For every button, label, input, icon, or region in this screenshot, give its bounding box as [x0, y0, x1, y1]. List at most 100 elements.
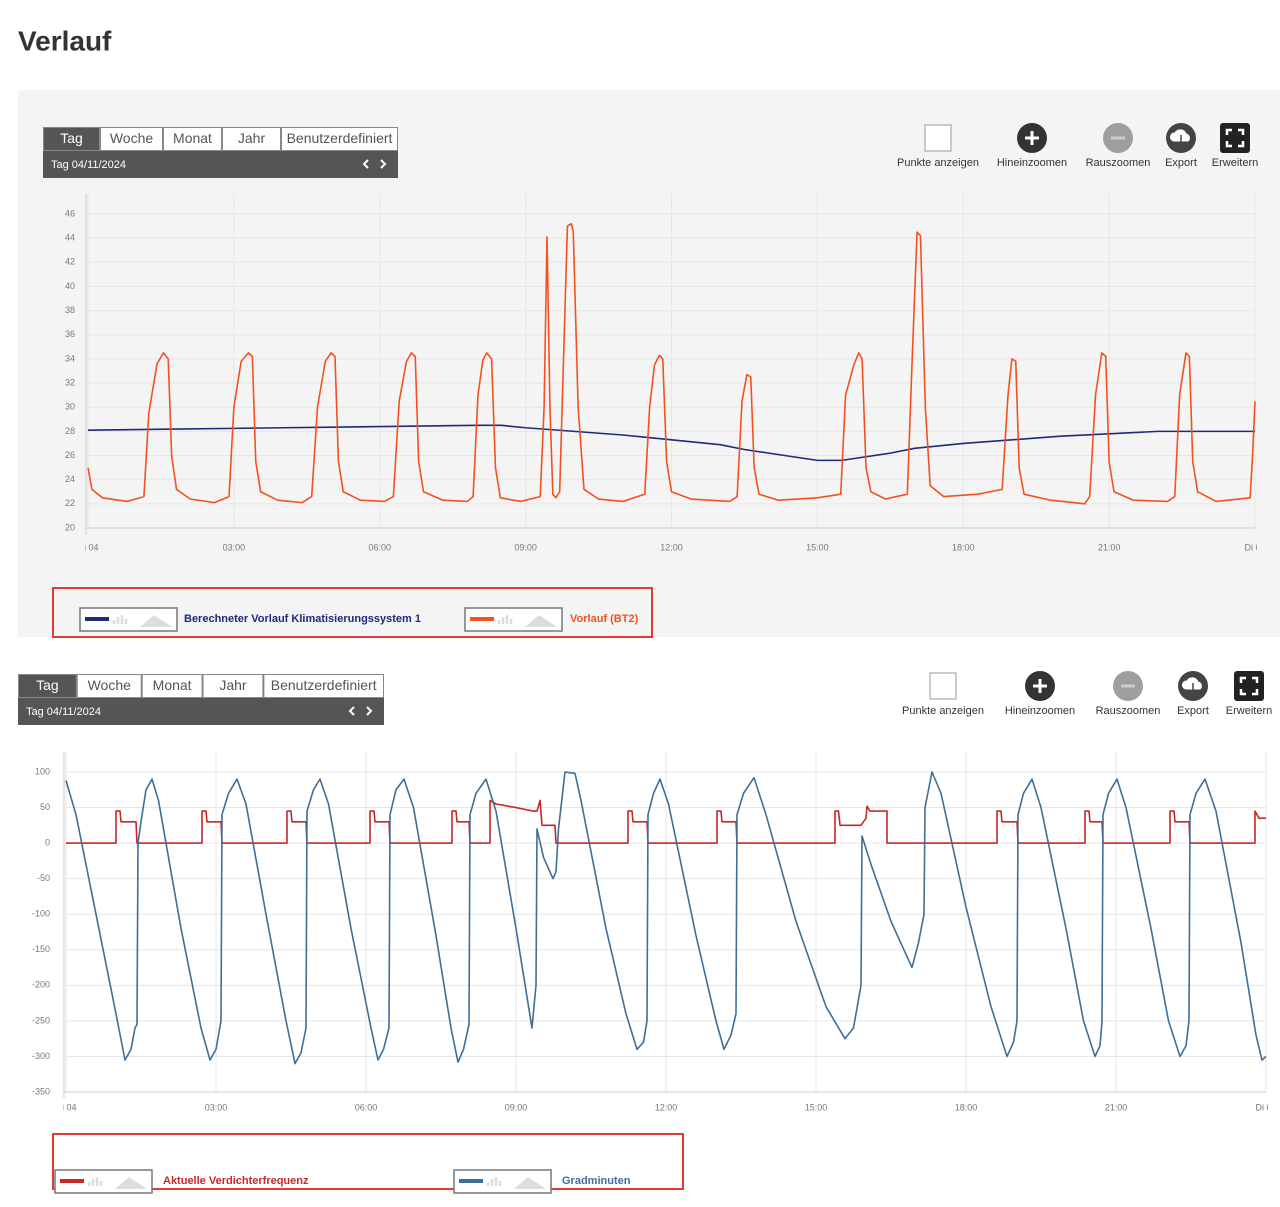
- tab-label[interactable]: Tag: [36, 677, 59, 693]
- highlight-box: [52, 587, 653, 638]
- x-tick-label: 09:00: [514, 542, 537, 552]
- legend-label[interactable]: Vorlauf (BT2): [570, 613, 639, 625]
- cloud: [1182, 677, 1202, 690]
- checkbox[interactable]: [929, 672, 957, 700]
- checkbox[interactable]: [924, 124, 952, 152]
- tab-label[interactable]: Woche: [88, 677, 132, 693]
- tab[interactable]: [263, 674, 384, 698]
- button-label[interactable]: Hineinzoomen: [1005, 705, 1075, 717]
- tab[interactable]: [43, 127, 100, 151]
- legend-area: [525, 615, 557, 627]
- y-tick-label: 28: [65, 426, 75, 436]
- expand-icon[interactable]: [1220, 123, 1250, 153]
- tab[interactable]: [222, 127, 281, 151]
- tab[interactable]: [76, 674, 142, 698]
- highlight-box: [52, 1133, 684, 1190]
- y-tick-label: 36: [65, 329, 75, 339]
- tab[interactable]: [281, 127, 398, 151]
- button-label[interactable]: Hineinzoomen: [997, 157, 1067, 169]
- period-label: Tag 04/11/2024: [51, 159, 126, 171]
- y-tick-label: 50: [40, 802, 50, 812]
- legend-area: [115, 1177, 147, 1189]
- panel-background: [18, 90, 1280, 637]
- y-tick-label: 42: [65, 257, 75, 267]
- series-line: [87, 222, 1256, 505]
- legend-label[interactable]: Gradminuten: [562, 1175, 631, 1187]
- arrow: [1189, 683, 1197, 696]
- button-label[interactable]: Rauszoomen: [1086, 157, 1151, 169]
- y-tick-label: -50: [37, 873, 50, 883]
- tab-label[interactable]: Monat: [153, 677, 192, 693]
- y-tick-label: 34: [65, 353, 75, 363]
- y-tick-label: 32: [65, 377, 75, 387]
- tab[interactable]: [18, 674, 77, 698]
- next-button[interactable]: [366, 706, 373, 716]
- tab-label[interactable]: Benutzerdefiniert: [271, 677, 377, 693]
- legend-bars: [112, 615, 128, 624]
- button-label[interactable]: Rauszoomen: [1096, 705, 1161, 717]
- period-label: Tag 04/11/2024: [26, 706, 101, 718]
- y-tick-label: 40: [65, 281, 75, 291]
- prev-button[interactable]: [348, 706, 355, 716]
- y-tick-label: -200: [32, 980, 50, 990]
- tab-label[interactable]: Benutzerdefiniert: [287, 130, 393, 146]
- y-tick-label: 46: [65, 208, 75, 218]
- page-title: Verlauf: [18, 25, 112, 56]
- y-tick-label: 30: [65, 402, 75, 412]
- y-tick-label: 20: [65, 522, 75, 532]
- y-tick-label: 44: [65, 233, 75, 243]
- legend-area: [514, 1177, 546, 1189]
- legend-label[interactable]: Berechneter Vorlauf Klimatisierungssyste…: [184, 613, 421, 625]
- x-tick-label: 15:00: [805, 1102, 828, 1112]
- y-tick-label: -350: [32, 1086, 50, 1096]
- tab[interactable]: [141, 674, 203, 698]
- tab[interactable]: [163, 127, 222, 151]
- button-label[interactable]: Export: [1177, 705, 1209, 717]
- series-line: [66, 799, 1266, 844]
- tab-label[interactable]: Monat: [173, 130, 212, 146]
- tab[interactable]: [202, 674, 264, 698]
- y-tick-label: 38: [65, 305, 75, 315]
- y-tick-label: -300: [32, 1051, 50, 1061]
- tab-label[interactable]: Jahr: [219, 677, 247, 693]
- tab-label[interactable]: Woche: [110, 130, 154, 146]
- brackets: [1239, 676, 1259, 696]
- y-tick-label: 26: [65, 450, 75, 460]
- x-tick-label: 15:00: [806, 542, 829, 552]
- button-label[interactable]: Erweitern: [1212, 157, 1258, 169]
- expand-icon[interactable]: [1234, 671, 1264, 701]
- prev-button[interactable]: [362, 159, 369, 169]
- y-tick-label: 24: [65, 474, 75, 484]
- plus: [1033, 679, 1047, 693]
- series-line: [65, 771, 1267, 1065]
- legend-label[interactable]: Aktuelle Verdichterfrequenz: [163, 1175, 309, 1187]
- y-tick-label: 0: [45, 837, 50, 847]
- plus: [1025, 131, 1039, 145]
- legend-area: [140, 615, 172, 627]
- button-label[interactable]: Punkte anzeigen: [897, 157, 979, 169]
- x-tick-label: 18:00: [955, 1102, 978, 1112]
- legend-bars: [486, 1177, 502, 1186]
- x-tick-label: 06:00: [368, 542, 391, 552]
- x-tick-label: 03:00: [223, 542, 246, 552]
- x-tick-label: 03:00: [205, 1102, 228, 1112]
- x-tick-label: 21:00: [1105, 1102, 1128, 1112]
- next-button[interactable]: [380, 159, 387, 169]
- legend-bars: [87, 1177, 103, 1186]
- cloud: [1170, 129, 1190, 142]
- x-tick-label: 12:00: [655, 1102, 678, 1112]
- y-tick-label: 22: [65, 498, 75, 508]
- x-tick-label: 09:00: [505, 1102, 528, 1112]
- x-tick-label: 06:00: [355, 1102, 378, 1112]
- tab-label[interactable]: Jahr: [238, 130, 266, 146]
- tab[interactable]: [100, 127, 163, 151]
- tab-label[interactable]: Tag: [60, 130, 83, 146]
- y-tick-label: 100: [35, 766, 50, 776]
- x-tick-label: Di 05: [1255, 1102, 1276, 1112]
- button-label[interactable]: Punkte anzeigen: [902, 705, 984, 717]
- button-label[interactable]: Export: [1165, 157, 1197, 169]
- button-label[interactable]: Erweitern: [1226, 705, 1272, 717]
- series-line: [87, 424, 1255, 462]
